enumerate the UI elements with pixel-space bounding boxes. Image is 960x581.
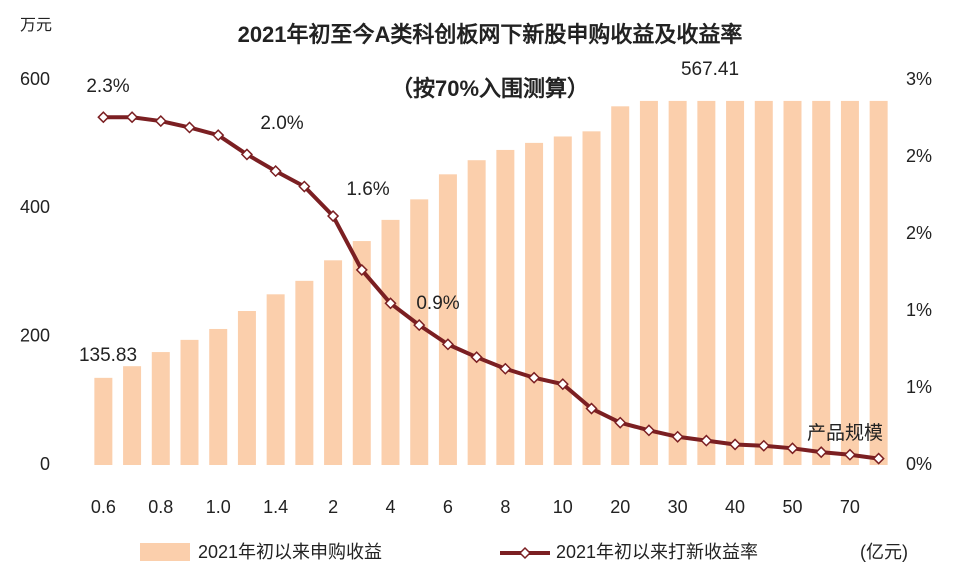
chart-title: 2021年初至今A类科创板网下新股申购收益及收益率 (238, 22, 743, 47)
annotation: 0.9% (416, 293, 459, 314)
line-marker (642, 424, 655, 437)
bar (180, 339, 199, 465)
line-marker (786, 442, 799, 455)
x-unit: (亿元) (860, 542, 908, 562)
y-tick-label: 200 (20, 325, 50, 345)
bar (237, 311, 256, 465)
annotation: 1.6% (346, 179, 389, 200)
annotation: 2.0% (260, 113, 303, 134)
x-tick-label: 2 (328, 497, 338, 517)
y2-tick-label: 2% (906, 146, 932, 166)
bar (496, 149, 515, 466)
x-tick-label: 10 (553, 497, 573, 517)
y-tick-label: 400 (20, 197, 50, 217)
line-marker (528, 371, 541, 384)
line (103, 115, 879, 461)
x-tick-label: 4 (385, 497, 395, 517)
line-marker (729, 438, 742, 451)
y-tick-label: 0 (40, 454, 50, 474)
line-marker (327, 209, 340, 223)
line-marker (269, 165, 282, 178)
x-tick-label: 50 (782, 497, 802, 517)
bar (525, 142, 544, 465)
legend-swatch (140, 543, 190, 561)
line-marker (413, 319, 426, 332)
bar (639, 100, 658, 465)
line-marker (872, 452, 885, 465)
bar (812, 100, 831, 465)
y2-tick-label: 1% (906, 300, 932, 320)
bar (869, 100, 888, 465)
x-tick-label: 8 (500, 497, 510, 517)
x-tick-label: 1.4 (263, 497, 288, 517)
bar (754, 100, 773, 465)
bar (266, 294, 285, 465)
bar (438, 174, 457, 465)
x-tick-label: 70 (840, 497, 860, 517)
bar (840, 100, 859, 465)
data-label: 567.41 (681, 59, 739, 80)
data-label: 135.83 (79, 345, 137, 366)
x-tick-label: 0.6 (91, 497, 116, 517)
y2-tick-label: 1% (906, 377, 932, 397)
y-unit: 万元 (20, 17, 52, 34)
legend-label: 2021年初以来申购收益 (198, 542, 382, 562)
x-tick-label: 20 (610, 497, 630, 517)
bar (295, 280, 314, 465)
line-marker (384, 297, 397, 310)
line-marker (470, 351, 483, 364)
bar (611, 106, 630, 465)
legend-label: 2021年初以来打新收益率 (556, 542, 758, 562)
line-marker (355, 263, 368, 276)
line-marker (843, 448, 856, 461)
line-marker (212, 129, 225, 142)
line-marker (154, 115, 167, 128)
line-marker (97, 111, 110, 124)
bar (467, 160, 486, 466)
y-tick-label: 600 (20, 69, 50, 89)
annotation: 2.3% (86, 76, 129, 97)
x-tick-label: 40 (725, 497, 745, 517)
bar (697, 100, 716, 465)
bar (209, 328, 228, 465)
bar (582, 131, 601, 466)
line-marker (671, 430, 684, 443)
bar (352, 241, 371, 465)
line-marker (700, 434, 713, 447)
bar (410, 199, 429, 465)
line-marker (757, 439, 770, 452)
line-marker (441, 338, 454, 351)
line-marker (585, 402, 598, 415)
x-tick-label: 0.8 (148, 497, 173, 517)
bar (324, 260, 343, 465)
bar (668, 100, 687, 465)
line-marker (499, 362, 512, 375)
bar (151, 352, 170, 465)
line-marker (298, 180, 311, 193)
y2-tick-label: 2% (906, 223, 932, 243)
line-marker (183, 121, 196, 134)
legend-swatch (518, 546, 532, 560)
bar (381, 219, 400, 465)
bar (553, 136, 572, 465)
x-tick-label: 30 (668, 497, 688, 517)
y2-tick-label: 3% (906, 69, 932, 89)
annotation: 产品规模 (807, 422, 883, 444)
line-marker (126, 111, 139, 124)
chart-subtitle: （按70%入围测算） (391, 76, 589, 101)
y2-tick-label: 0% (906, 454, 932, 474)
x-tick-label: 6 (443, 497, 453, 517)
line-marker (815, 446, 828, 459)
line-marker (556, 378, 569, 391)
line-marker (240, 148, 253, 161)
x-tick-label: 1.0 (206, 497, 231, 517)
bar (783, 100, 802, 465)
line-marker (614, 416, 627, 429)
bar (726, 100, 745, 465)
bar (123, 366, 142, 465)
bar (94, 377, 113, 465)
